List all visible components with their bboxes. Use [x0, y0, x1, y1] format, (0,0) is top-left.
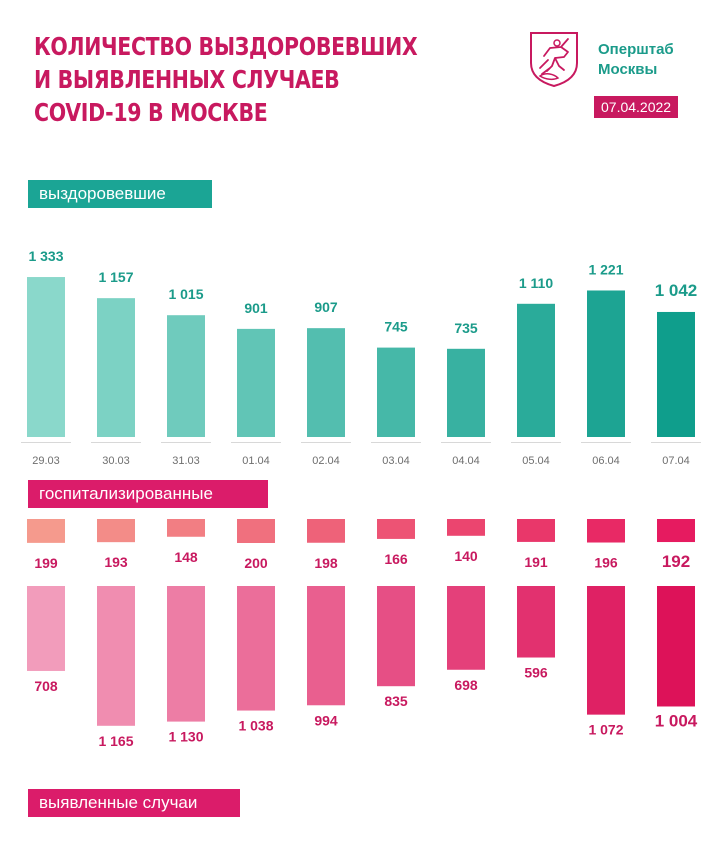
hospitalized-bar [97, 519, 135, 543]
cases-bar [307, 586, 345, 706]
recovered-bar [97, 298, 135, 437]
date-divider [21, 442, 71, 443]
cases-bar [377, 586, 415, 687]
cases-bar [517, 586, 555, 658]
date-tick-label: 02.04 [312, 455, 340, 467]
recovered-value-label: 907 [314, 299, 338, 315]
recovered-value-label: 1 333 [28, 248, 63, 264]
cases-value-label: 1 004 [655, 711, 698, 730]
date-tick-label: 29.03 [32, 455, 60, 467]
date-tick-label: 04.04 [452, 455, 480, 467]
org-name: Оперштаб Москвы [598, 40, 674, 80]
recovered-value-label: 1 221 [588, 261, 623, 277]
date-tick-label: 31.03 [172, 455, 200, 467]
hospitalized-bar [27, 519, 65, 543]
cases-value-label: 1 130 [168, 729, 203, 745]
cases-value-label: 1 165 [98, 733, 133, 749]
recovered-value-label: 1 157 [98, 269, 133, 285]
hospitalized-bar [237, 519, 275, 543]
recovered-bar [517, 303, 555, 437]
hospitalized-value-label: 200 [244, 555, 268, 571]
moscow-coat-of-arms-icon [530, 32, 578, 88]
hospitalized-bar [657, 519, 695, 543]
recovered-bar [167, 315, 205, 437]
hospitalized-value-label: 191 [524, 554, 548, 570]
recovered-bar [447, 348, 485, 437]
cases-value-label: 698 [454, 677, 478, 693]
date-tick-label: 07.04 [662, 455, 690, 467]
date-divider [91, 442, 141, 443]
recovered-value-label: 1 015 [168, 286, 203, 302]
hospitalized-value-label: 198 [314, 555, 338, 571]
hospitalized-value-label: 199 [34, 555, 58, 571]
recovered-bar [657, 311, 695, 437]
cases-bar [97, 586, 135, 726]
recovered-value-label: 745 [384, 319, 408, 335]
cases-bar [237, 586, 275, 711]
date-divider [441, 442, 491, 443]
date-tick-label: 05.04 [522, 455, 550, 467]
hospitalized-bar [377, 519, 415, 539]
cases-value-label: 708 [34, 678, 58, 694]
recovered-value-label: 1 110 [519, 275, 553, 291]
cases-value-label: 1 072 [588, 722, 623, 738]
recovered-bar [587, 290, 625, 437]
hospitalized-value-label: 166 [384, 551, 408, 567]
cases-bar [657, 586, 695, 707]
cases-label: выявленные случаи [28, 789, 240, 817]
org-line-2: Москвы [598, 61, 658, 78]
title-line-1: Количество выздоровевших [34, 32, 418, 61]
page-title: Количество выздоровевших и выявленных сл… [34, 30, 418, 129]
date-divider [371, 442, 421, 443]
cases-value-label: 596 [524, 665, 548, 681]
recovered-value-label: 735 [454, 320, 478, 336]
date-divider [161, 442, 211, 443]
date-divider [301, 442, 351, 443]
date-divider [511, 442, 561, 443]
hospitalized-bar [307, 519, 345, 543]
org-line-1: Оперштаб [598, 41, 674, 58]
date-tick-label: 30.03 [102, 455, 130, 467]
cases-bar [587, 586, 625, 715]
cases-value-label: 994 [314, 712, 338, 728]
recovered-bar [377, 347, 415, 437]
recovered-value-label: 1 042 [655, 281, 698, 300]
hospitalized-label: госпитализированные [28, 480, 268, 508]
date-divider [581, 442, 631, 443]
recovered-bar [27, 277, 65, 437]
date-divider [231, 442, 281, 443]
recovered-bar [307, 328, 345, 437]
cases-value-label: 1 038 [238, 718, 273, 734]
cases-bar [447, 586, 485, 670]
recovered-value-label: 901 [244, 300, 268, 316]
date-tick-label: 01.04 [242, 455, 270, 467]
hospitalized-value-label: 148 [174, 549, 198, 565]
recovered-label: выздоровевшие [28, 180, 212, 208]
date-badge: 07.04.2022 [594, 96, 679, 118]
cases-bar [167, 586, 205, 722]
hospitalized-value-label: 196 [594, 555, 618, 571]
recovered-bar [237, 328, 275, 437]
hospitalized-bar [587, 519, 625, 543]
title-line-3: COVID-19 в Москве [34, 98, 268, 127]
cases-value-label: 835 [384, 693, 408, 709]
hospitalized-value-label: 192 [662, 552, 690, 571]
hospitalized-value-label: 140 [454, 548, 478, 564]
hospitalized-bar [447, 519, 485, 536]
hospitalized-bar [517, 519, 555, 542]
date-divider [651, 442, 701, 443]
date-tick-label: 03.04 [382, 455, 410, 467]
hospitalized-value-label: 193 [104, 554, 128, 570]
title-line-2: и выявленных случаев [34, 65, 340, 94]
cases-bar [27, 586, 65, 671]
date-tick-label: 06.04 [592, 455, 620, 467]
hospitalized-bar [167, 519, 205, 537]
